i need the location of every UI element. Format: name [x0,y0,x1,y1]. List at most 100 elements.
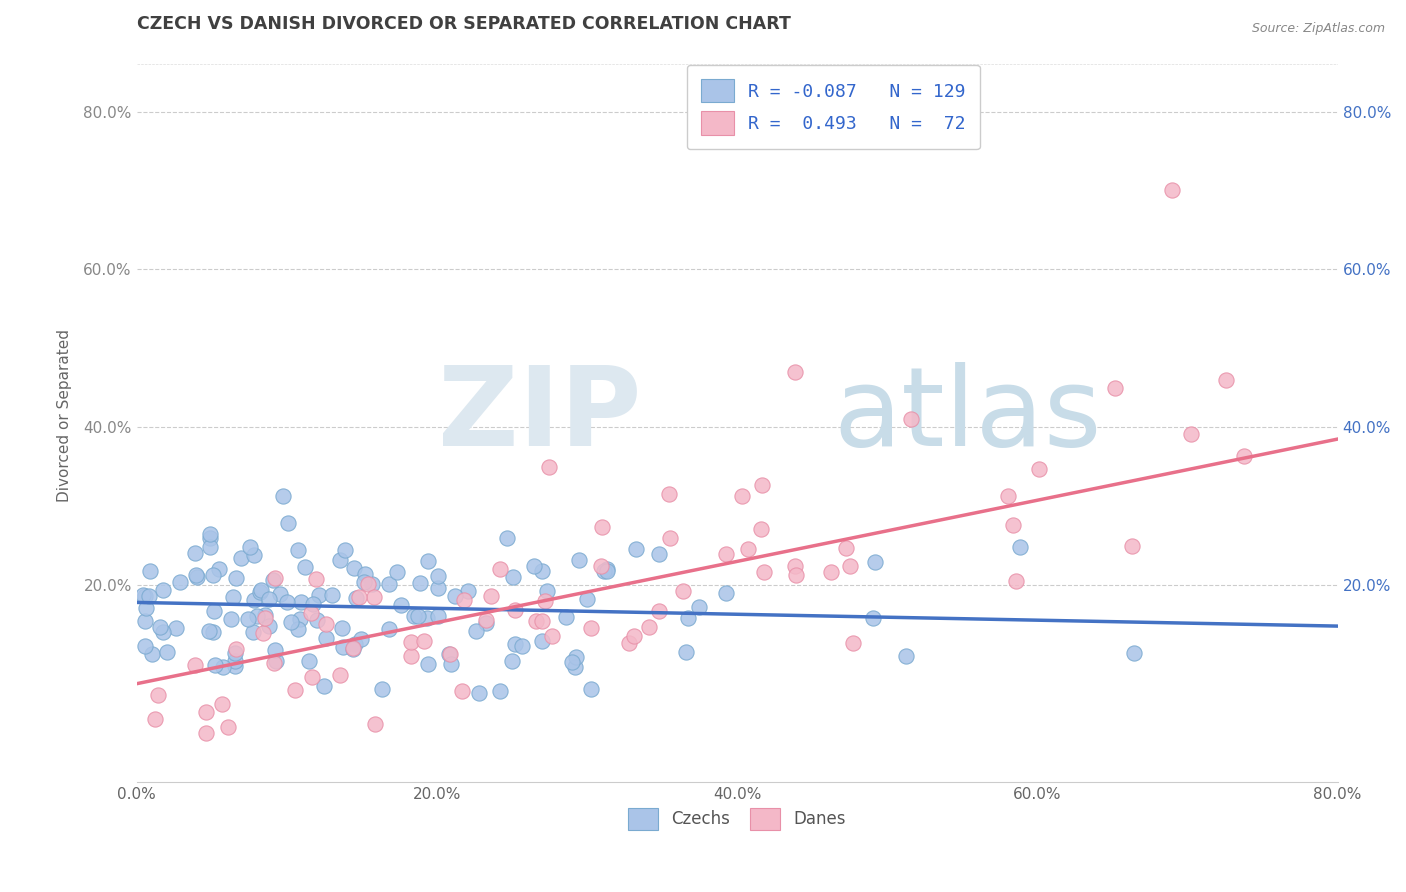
Point [524,614,547,628]
Point [219,612,242,626]
Point [1002,517,1025,532]
Point [287,543,309,558]
Point [564,660,586,674]
Point [229,551,252,566]
Point [276,595,298,609]
Point [315,631,337,645]
Point [839,558,862,573]
Point [1232,450,1254,464]
Point [305,613,328,627]
Point [530,614,553,628]
Point [554,610,576,624]
Point [364,717,387,731]
Point [749,522,772,536]
Point [354,566,377,581]
Point [385,565,408,579]
Point [266,654,288,668]
Point [342,641,364,656]
Point [239,540,262,554]
Point [143,712,166,726]
Point [186,568,208,582]
Point [565,650,588,665]
Point [561,656,583,670]
Point [342,641,364,656]
Point [201,568,224,582]
Point [134,639,156,653]
Point [503,602,526,616]
Point [344,591,367,606]
Point [262,574,284,588]
Point [505,637,527,651]
Point [443,589,465,603]
Point [329,668,352,682]
Point [243,592,266,607]
Point [224,659,246,673]
Point [534,594,557,608]
Point [198,624,221,638]
Point [541,629,564,643]
Point [426,609,449,624]
Point [783,365,806,379]
Point [308,588,330,602]
Point [617,636,640,650]
Point [198,531,221,545]
Point [183,657,205,672]
Point [211,660,233,674]
Point [589,559,612,574]
Point [277,516,299,530]
Point [148,688,170,702]
Point [900,411,922,425]
Point [360,577,382,591]
Point [224,654,246,668]
Point [672,584,695,599]
Point [623,629,645,643]
Point [224,646,246,660]
Point [389,598,412,612]
Point [593,564,616,578]
Point [675,645,697,659]
Point [648,604,671,618]
Point [290,594,312,608]
Point [211,697,233,711]
Point [333,543,356,558]
Point [259,619,281,633]
Point [357,577,380,591]
Point [204,658,226,673]
Point [343,637,366,651]
Point [510,639,533,653]
Point [688,600,710,615]
Point [479,590,502,604]
Point [378,576,401,591]
Point [184,546,207,560]
Point [579,621,602,635]
Point [399,648,422,663]
Point [257,591,280,606]
Point [537,459,560,474]
Point [399,635,422,649]
Point [416,657,439,671]
Point [457,583,479,598]
Point [658,487,681,501]
Point [225,641,247,656]
Point [321,588,343,602]
Point [287,622,309,636]
Point [997,489,1019,503]
Point [440,657,463,672]
Y-axis label: Divorced or Separated: Divorced or Separated [58,329,72,502]
Point [152,582,174,597]
Point [201,624,224,639]
Point [349,632,371,647]
Point [835,541,858,555]
Point [1161,184,1184,198]
Point [217,721,239,735]
Point [330,621,353,635]
Point [1010,540,1032,554]
Point [1004,574,1026,588]
Point [134,589,156,603]
Point [409,575,432,590]
Point [531,564,554,578]
Point [169,574,191,589]
Point [207,562,229,576]
Point [489,683,512,698]
Point [894,648,917,663]
